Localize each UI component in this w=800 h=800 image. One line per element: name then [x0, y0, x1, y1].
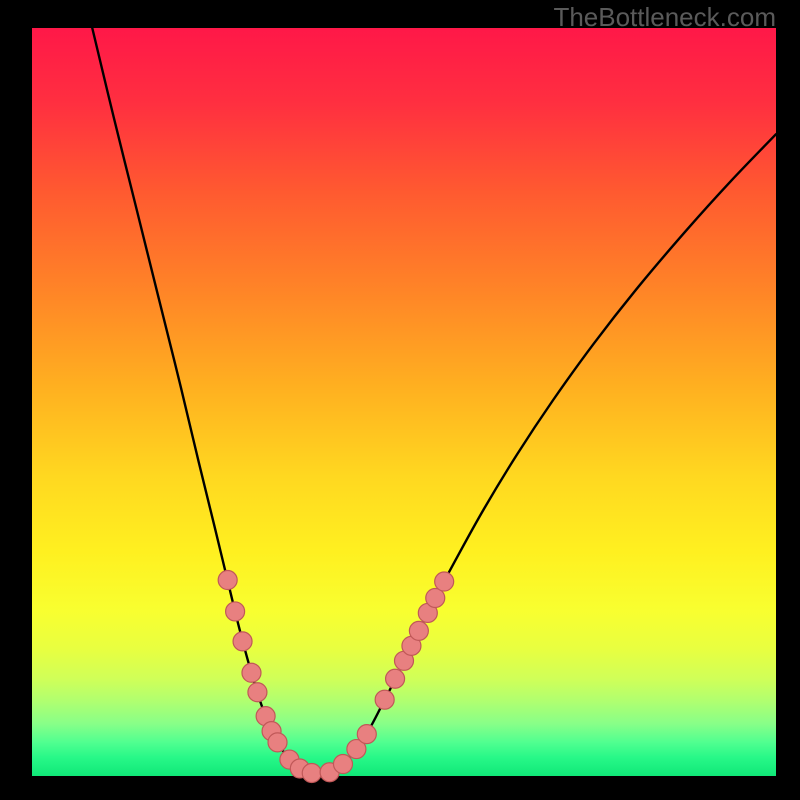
data-marker: [248, 683, 267, 702]
data-marker: [233, 632, 252, 651]
data-marker: [333, 755, 352, 774]
chart-container: TheBottleneck.com: [0, 0, 800, 800]
data-marker: [242, 663, 261, 682]
marker-layer: [218, 571, 454, 783]
v-curve: [92, 28, 776, 774]
data-marker: [302, 764, 321, 783]
watermark-text: TheBottleneck.com: [553, 2, 776, 33]
chart-svg: [0, 0, 800, 800]
data-marker: [435, 572, 454, 591]
data-marker: [226, 602, 245, 621]
data-marker: [386, 669, 405, 688]
data-marker: [409, 621, 428, 640]
data-marker: [375, 690, 394, 709]
data-marker: [268, 733, 287, 752]
data-marker: [218, 571, 237, 590]
curve-layer: [92, 28, 776, 774]
data-marker: [357, 725, 376, 744]
